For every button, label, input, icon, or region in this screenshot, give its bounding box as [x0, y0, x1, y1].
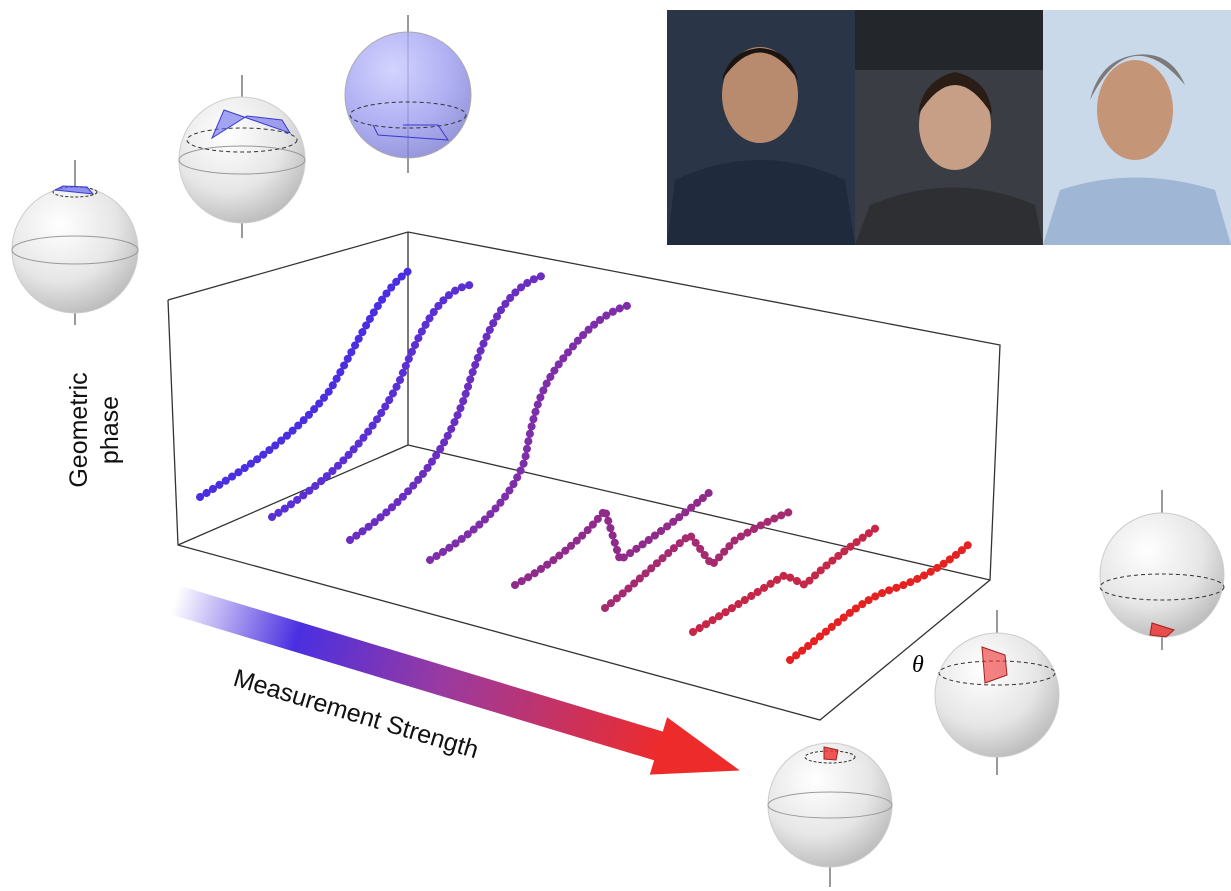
vertical-label: Geometric: [65, 372, 93, 487]
figure: Geometric phase Measurement Strength θ: [0, 0, 1231, 891]
phase-curves: [200, 270, 968, 660]
depth-label: θ: [912, 652, 924, 678]
vertical-label: phase: [96, 396, 124, 464]
photos: [667, 10, 1231, 245]
